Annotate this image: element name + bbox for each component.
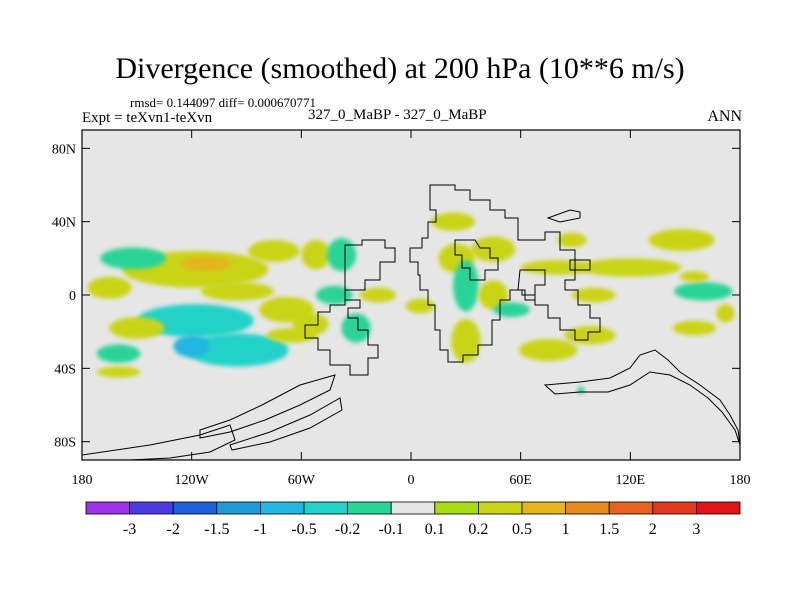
expt-label: Expt = teXvn1-teXvn	[82, 110, 213, 126]
x-tick-label: 120E	[616, 473, 646, 488]
colorbar-swatch	[608, 501, 654, 515]
anomaly-region	[648, 229, 715, 251]
anomaly-region	[180, 256, 232, 272]
anomaly-region	[200, 282, 274, 301]
anomaly-region	[471, 236, 516, 262]
colorbar-swatch	[85, 501, 130, 515]
colorbar-swatch	[652, 501, 697, 515]
colorbar-swatch	[477, 501, 523, 515]
anomaly-region	[478, 280, 508, 310]
x-tick-label: 180	[72, 473, 93, 488]
coastline-australia	[543, 349, 740, 446]
colorbar-label: -3	[123, 521, 136, 538]
colorbar-label: 0.1	[425, 521, 445, 538]
y-tick-label: 80S	[54, 436, 76, 451]
stats-label: rmsd= 0.144097 diff= 0.000670771	[130, 95, 316, 110]
anomaly-region	[341, 313, 371, 343]
anomaly-region	[405, 298, 435, 314]
anomaly-region	[136, 304, 254, 338]
y-tick-label: 80N	[52, 142, 76, 157]
anomaly-region	[716, 304, 735, 323]
colorbar-swatch	[390, 501, 436, 515]
x-tick-label: 60E	[509, 473, 532, 488]
coastline-arabia	[454, 239, 499, 281]
colorbar-swatch	[347, 501, 392, 515]
x-tick-label: 120W	[175, 473, 210, 488]
colorbar-label: 0.5	[512, 521, 532, 538]
anomaly-region	[518, 339, 578, 361]
x-tick-label: 60W	[288, 473, 316, 488]
y-tick-label: 40N	[52, 216, 76, 231]
anomaly-region	[493, 302, 530, 317]
colorbar-swatch	[434, 501, 479, 515]
colorbar-label: -0.1	[379, 521, 404, 538]
coastline-south-cone	[199, 374, 336, 439]
coastline-india	[517, 269, 546, 301]
anomaly-region	[186, 333, 289, 367]
anomaly-region	[87, 276, 132, 299]
x-axis: 180 120W 60W 0 60E 120E 180	[72, 130, 751, 488]
colorbar-swatch	[172, 501, 218, 515]
colorbar-label: 0.2	[468, 521, 488, 538]
y-axis: 80N 40N 0 40S 80S	[52, 142, 740, 451]
anomaly-region	[109, 317, 165, 339]
colorbar-swatch	[129, 501, 174, 515]
colorbar-label: -0.5	[291, 521, 316, 538]
case-label: 327_0_MaBP - 327_0_MaBP	[308, 107, 487, 123]
anomaly-region	[520, 260, 594, 275]
colorbar-swatch	[696, 501, 741, 515]
anomaly-region	[248, 240, 300, 262]
anomaly-region	[577, 386, 585, 395]
anomaly-region	[564, 326, 616, 345]
anomaly-region	[96, 344, 141, 363]
anomaly-region	[579, 258, 682, 277]
colorbar-label: 3	[692, 521, 700, 538]
colorbar-swatch	[303, 501, 348, 515]
anomaly-region	[100, 247, 167, 270]
x-tick-label: 0	[408, 473, 415, 488]
colorbar-swatch	[565, 501, 610, 515]
anomaly-region	[571, 287, 616, 303]
colorbar-label: -0.2	[335, 521, 360, 538]
coastline-americas	[304, 239, 396, 376]
plot-background	[82, 130, 740, 460]
anomaly-region	[431, 212, 475, 231]
coastline-japan	[546, 209, 581, 223]
anomaly-region	[672, 320, 717, 336]
colorbar: -3 -2 -1.5 -1 -0.5 -0.2 -0.1 0.1 0.2 0.5 1 1.5 2 3	[85, 501, 741, 538]
y-tick-label: 40S	[54, 362, 76, 377]
coastline-pacific-islands	[569, 259, 591, 271]
anomaly-layer	[87, 212, 735, 395]
anomaly-region	[173, 335, 210, 358]
colorbar-label: -2	[167, 521, 180, 538]
colorbar-label: 2	[649, 521, 657, 538]
coastline-antarctica	[82, 424, 236, 460]
colorbar-swatch	[259, 501, 305, 515]
anomaly-region	[453, 260, 479, 312]
coastline-layer	[82, 184, 740, 460]
colorbar-label: 1.5	[599, 521, 619, 538]
colorbar-label: -1.5	[204, 521, 229, 538]
coastline-south-cone-2	[229, 397, 343, 451]
anomaly-region	[326, 238, 357, 272]
colorbar-swatch	[521, 501, 566, 515]
colorbar-swatch	[216, 501, 261, 515]
anomaly-region	[96, 366, 141, 378]
anomaly-region	[557, 232, 587, 248]
anomaly-region	[301, 240, 331, 270]
anomaly-region	[674, 282, 733, 301]
colorbar-label: 1	[562, 521, 570, 538]
season-label: ANN	[707, 108, 742, 125]
chart-title: Divergence (smoothed) at 200 hPa (10**6 …	[115, 52, 685, 85]
anomaly-region	[359, 287, 397, 303]
x-tick-label: 180	[730, 473, 751, 488]
anomaly-region	[315, 285, 353, 305]
anomaly-region	[679, 271, 709, 283]
y-tick-label: 0	[69, 289, 76, 304]
colorbar-label: -1	[254, 521, 267, 538]
anomaly-region	[451, 318, 481, 363]
anomaly-region	[266, 328, 318, 343]
